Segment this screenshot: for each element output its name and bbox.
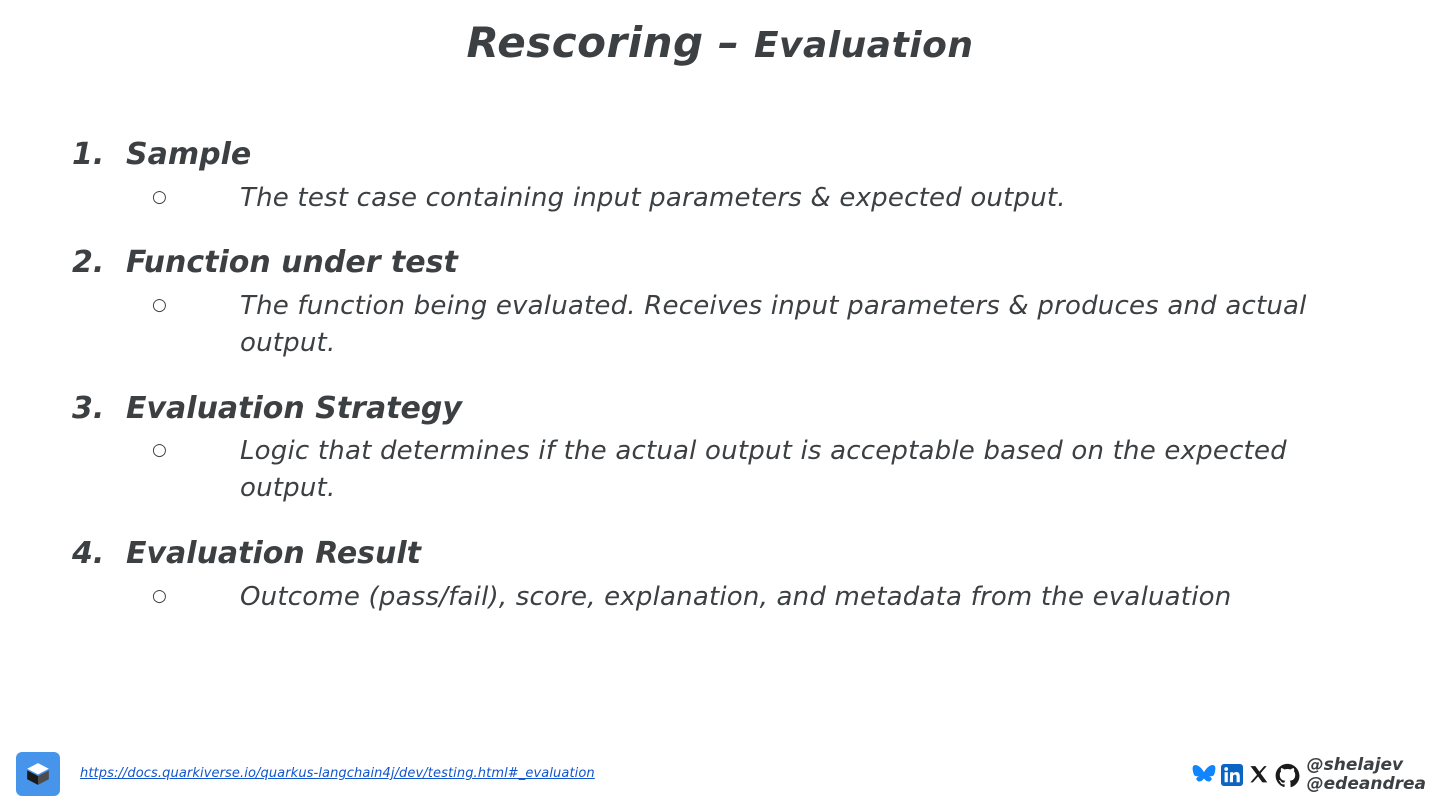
list-item: 3. Evaluation Strategy ○ Logic that dete… [64,390,1384,507]
sub-list: ○ Outcome (pass/fail), score, explanatio… [64,579,1384,616]
sub-list: ○ The function being evaluated. Receives… [64,288,1384,362]
circle-bullet-icon: ○ [152,440,168,461]
sub-list-item-text: The function being evaluated. Receives i… [240,290,1307,358]
social-bar: @shelajev @edeandrea [1191,752,1426,798]
list-item-title: Evaluation Strategy [126,390,462,426]
cube-icon [27,763,49,785]
sub-list-item: ○ Outcome (pass/fail), score, explanatio… [64,579,1384,616]
list-item: 1. Sample ○ The test case containing inp… [64,136,1384,216]
quarkus-logo [16,752,60,796]
list-item-number: 3. [72,390,105,426]
title-main: Rescoring [466,18,704,67]
social-handles: @shelajev @edeandrea [1306,754,1426,794]
handle-secondary: @edeandrea [1306,774,1426,794]
circle-bullet-icon: ○ [152,294,168,315]
sub-list-item: ○ The function being evaluated. Receives… [64,288,1384,362]
sub-list: ○ The test case containing input paramet… [64,180,1384,217]
title-sub: Evaluation [753,25,974,66]
github-icon[interactable] [1275,762,1301,788]
list-item-number: 2. [72,245,105,281]
list-item-heading: 4. Evaluation Result [64,535,1384,573]
list-item-title: Function under test [126,245,458,281]
list-item-heading: 1. Sample [64,136,1384,174]
title-separator: – [718,18,740,67]
sub-list-item-text: Outcome (pass/fail), score, explanation,… [240,581,1232,612]
sub-list-item: ○ Logic that determines if the actual ou… [64,433,1384,507]
list-item-title: Evaluation Result [126,536,422,572]
footer-link[interactable]: https://docs.quarkiverse.io/quarkus-lang… [80,766,595,781]
list-item-title: Sample [126,137,252,172]
page-title: Rescoring – Evaluation [0,18,1440,67]
circle-bullet-icon: ○ [152,186,168,207]
list-item-number: 4. [72,536,105,572]
list-item: 4. Evaluation Result ○ Outcome (pass/fai… [64,535,1384,615]
linkedin-icon[interactable] [1219,762,1245,788]
list-item-heading: 2. Function under test [64,244,1384,282]
social-icons [1191,762,1301,788]
circle-bullet-icon: ○ [152,585,168,606]
sub-list-item-text: The test case containing input parameter… [240,182,1066,213]
list-item: 2. Function under test ○ The function be… [64,244,1384,361]
sub-list-item-text: Logic that determines if the actual outp… [240,436,1287,504]
sub-list: ○ Logic that determines if the actual ou… [64,433,1384,507]
list-item-number: 1. [72,137,105,172]
handle-primary: @shelajev [1306,754,1404,775]
sub-list-item: ○ The test case containing input paramet… [64,180,1384,217]
x-twitter-icon[interactable] [1247,762,1273,788]
list-item-heading: 3. Evaluation Strategy [64,390,1384,428]
numbered-list: 1. Sample ○ The test case containing inp… [64,136,1384,633]
bluesky-icon[interactable] [1191,762,1217,788]
